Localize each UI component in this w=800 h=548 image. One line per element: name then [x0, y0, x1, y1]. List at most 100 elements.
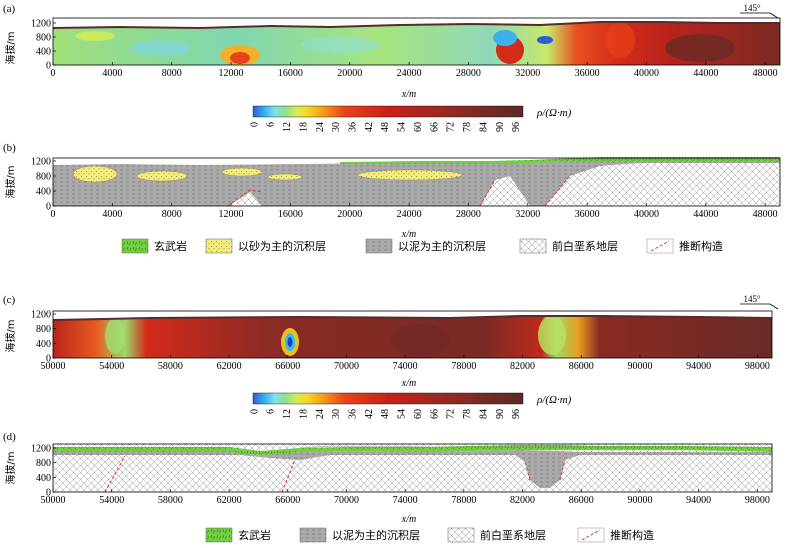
panel-c-xtick: 54000 — [99, 361, 124, 372]
panel-c-resistivity-field — [53, 311, 772, 358]
panel-c-ytick: 1200 — [31, 310, 51, 321]
panel-d-xtick: 90000 — [627, 495, 652, 506]
panel-d-ytick: 0 — [46, 488, 51, 499]
panel-a-azimuth-arrow: 145° — [740, 3, 779, 19]
colorbar-tick: 24 — [315, 409, 326, 419]
panel-a-yaxis: 0 400 800 1200 — [31, 19, 56, 72]
panel-a-xtick: 40000 — [634, 68, 659, 79]
legend-label: 前白垩系地层 — [552, 239, 618, 253]
panel-a-xtick: 8000 — [162, 68, 182, 79]
panel-b-xtick: 32000 — [515, 209, 540, 220]
colorbar-tick: 60 — [413, 409, 424, 419]
panel-b-xtick: 20000 — [337, 209, 362, 220]
panel-d-xtick: 98000 — [745, 495, 770, 506]
panel-c-xtick: 90000 — [627, 361, 652, 372]
panel-a-label: (a) — [3, 3, 16, 15]
panel-d-ytick: 400 — [36, 473, 51, 484]
panel-b-xtick: 8000 — [162, 209, 182, 220]
panel-c-ytick: 800 — [36, 324, 51, 335]
panel-c-xtick: 94000 — [686, 361, 711, 372]
legend-swatch-basalt — [121, 238, 149, 254]
panel-c-xtick: 62000 — [217, 361, 242, 372]
legend-swatch-pre — [519, 238, 547, 254]
panel-d-ylabel: 海拔/m — [4, 451, 17, 484]
legend-label: 以泥为主的沉积层 — [398, 239, 486, 253]
panel-b-faults — [227, 175, 571, 207]
panel-a-resistivity-field — [53, 18, 780, 65]
legend-label: 玄武岩 — [154, 239, 187, 253]
panel-d-xtick: 54000 — [99, 495, 124, 506]
panel-a-xtick: 36000 — [575, 68, 600, 79]
panel-c-ytick: 400 — [36, 339, 51, 350]
panel-b-xtick: 12000 — [219, 209, 244, 220]
panel-c-xaxis: 50000 54000 58000 62000 66000 70000 74000 78000… — [41, 355, 770, 372]
panel-b-xtick: 24000 — [397, 209, 422, 220]
panel-c-label: (c) — [3, 294, 16, 306]
colorbar-tick: 12 — [282, 122, 293, 132]
panel-a-ytick: 400 — [36, 47, 51, 58]
panel-d-xtick: 78000 — [451, 495, 476, 506]
colorbar-1-unit: ρ/(Ω·m) — [536, 107, 572, 119]
colorbar-2-ticks: 0 6 12 18 24 30 36 42 48 54 60 66 72 78 84 90 96 — [249, 409, 522, 419]
legend-swatch-pre — [447, 527, 475, 543]
panel-d-xtick: 66000 — [275, 495, 300, 506]
panel-d-xtick: 50000 — [41, 495, 66, 506]
panel-d-yaxis: 0 400 800 1200 — [31, 444, 56, 499]
colorbar-tick: 72 — [446, 122, 457, 132]
colorbar-tick: 0 — [249, 409, 260, 414]
legend-swatch-fault — [646, 238, 674, 254]
colorbar-tick: 96 — [511, 122, 522, 132]
colorbar-tick: 96 — [511, 409, 522, 419]
panel-c-azimuth-arrow: 145° — [740, 294, 779, 310]
legend-label: 玄武岩 — [238, 528, 271, 542]
colorbar-tick: 36 — [347, 409, 358, 419]
panel-c-xtick: 78000 — [451, 361, 476, 372]
panel-b-xtick: 28000 — [456, 209, 481, 220]
panel-d-xtick: 82000 — [510, 495, 535, 506]
colorbar-1-ticks: 0 6 12 18 24 30 36 42 48 54 60 66 72 78 84 90 96 — [249, 122, 522, 132]
panel-a-ytick: 800 — [36, 33, 51, 44]
colorbar-tick: 90 — [495, 122, 506, 132]
colorbar-tick: 66 — [429, 409, 440, 419]
svg-text:145°: 145° — [743, 3, 761, 13]
panel-a-xtick: 12000 — [219, 68, 244, 79]
panel-c-ytick: 0 — [46, 354, 51, 365]
legend-b: 玄武岩 以砂为主的沉积层 以泥为主的沉积层 前白垩系地层 推断构造 — [121, 238, 723, 254]
panel-a-xtick: 28000 — [456, 68, 481, 79]
panel-b-ytick: 1200 — [31, 157, 51, 168]
panel-d-ytick: 800 — [36, 458, 51, 469]
colorbar-tick: 42 — [364, 122, 375, 132]
legend-label: 以泥为主的沉积层 — [332, 528, 420, 542]
panel-d-xtick: 70000 — [334, 495, 359, 506]
panel-c-xtick: 70000 — [334, 361, 359, 372]
colorbar-tick: 84 — [478, 409, 489, 419]
panel-a-xtick: 16000 — [278, 68, 303, 79]
colorbar-tick: 78 — [462, 409, 473, 419]
panel-b-xaxis: 0 4000 8000 12000 16000 20000 24000 28000 32000 3… — [51, 203, 778, 220]
panel-b-xtick: 40000 — [634, 209, 659, 220]
panel-a-xtick: 20000 — [337, 68, 362, 79]
colorbar-tick: 6 — [266, 122, 277, 127]
panel-c-xtick: 86000 — [569, 361, 594, 372]
panel-d-ytick: 1200 — [31, 444, 51, 455]
panel-b-ytick: 0 — [46, 202, 51, 213]
panel-d-interpretation: (d) 海拔/m 0 400 800 1200 50000 54000 58000 6200… — [3, 431, 773, 525]
panel-b-label: (b) — [3, 142, 16, 154]
legend-label: 前白垩系地层 — [480, 528, 546, 542]
colorbar-tick: 18 — [298, 122, 309, 132]
panel-c-resistivity: (c) 海拔/m 0 400 800 1200 50000 54000 58000 6200… — [3, 294, 779, 389]
panel-d-label: (d) — [3, 431, 16, 443]
panel-a-xtick: 32000 — [515, 68, 540, 79]
panel-a-ytick: 0 — [46, 61, 51, 72]
colorbar-tick: 48 — [380, 122, 391, 132]
panel-a-xtick: 0 — [51, 68, 56, 79]
panel-d-xtick: 58000 — [158, 495, 183, 506]
colorbar-tick: 18 — [298, 409, 309, 419]
panel-c-yaxis: 0 400 800 1200 — [31, 310, 56, 365]
panel-a-xaxis: 0 4000 8000 12000 16000 20000 24000 28000 32000 3… — [51, 62, 778, 79]
panel-b-ylabel: 海拔/m — [4, 165, 17, 198]
legend-label: 推断构造 — [679, 239, 723, 253]
legend-swatch-basalt — [205, 527, 233, 543]
panel-a-ylabel: 海拔/m — [4, 31, 17, 64]
